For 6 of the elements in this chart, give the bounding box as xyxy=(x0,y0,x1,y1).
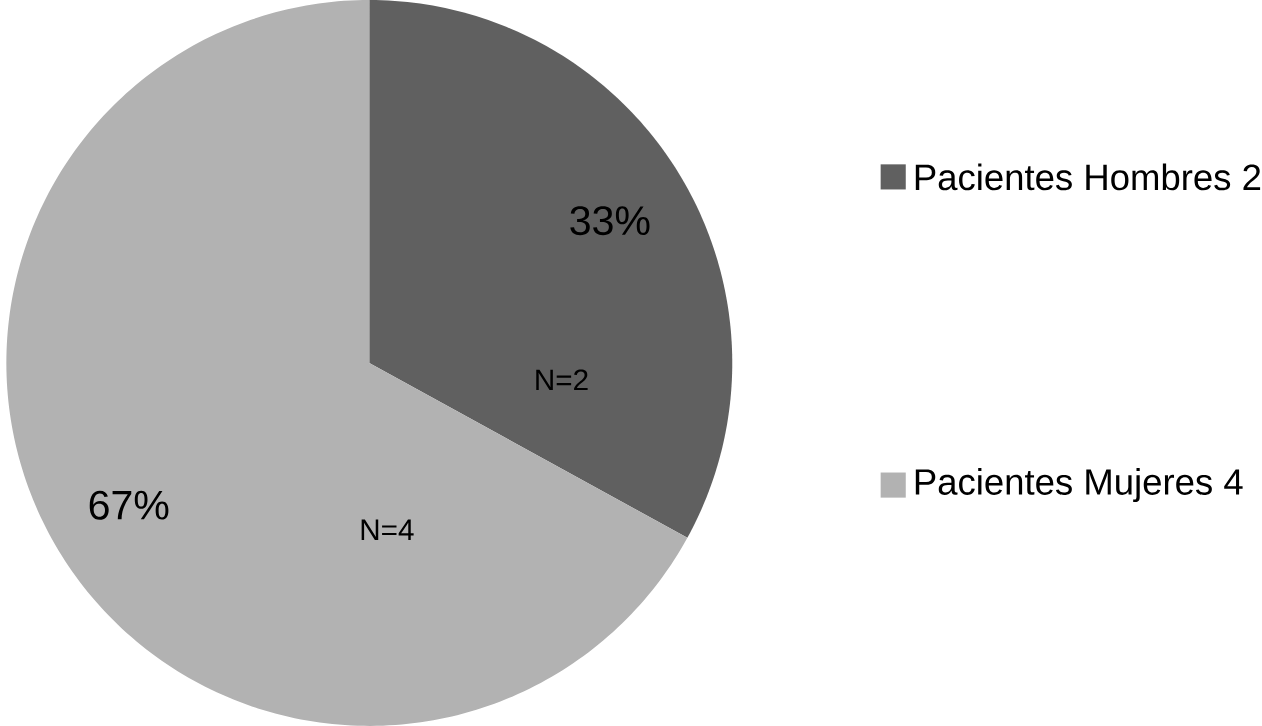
text: N=2 xyxy=(536,369,588,391)
text: N=4 xyxy=(361,519,414,541)
legend-label: Pacientes Mujeres 4 xyxy=(915,468,1243,503)
data-label: 33% xyxy=(570,206,650,236)
data-label: 67% xyxy=(89,490,169,520)
legend-label: Pacientes Hombres 2 xyxy=(915,163,1261,191)
